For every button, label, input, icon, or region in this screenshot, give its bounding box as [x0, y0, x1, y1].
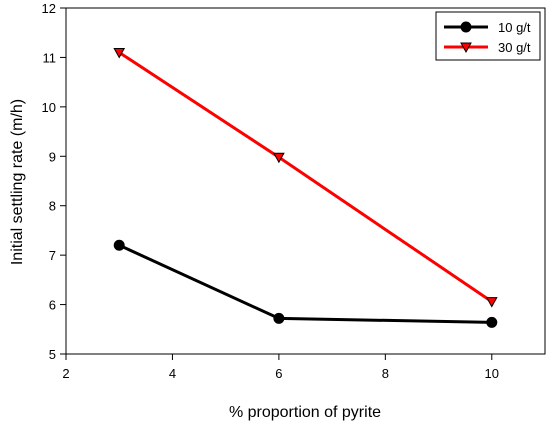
x-tick-label: 2 — [62, 366, 69, 381]
x-tick-label: 6 — [275, 366, 282, 381]
y-tick-label: 11 — [43, 50, 57, 65]
legend-label-1: 10 g/t — [498, 20, 531, 35]
y-axis-title: Initial settling rate (m/h) — [9, 99, 26, 265]
x-axis-title: % proportion of pyrite — [229, 404, 381, 421]
data-point — [113, 47, 126, 59]
x-tick-label: 4 — [169, 366, 176, 381]
y-tick-label: 7 — [49, 248, 56, 263]
data-point — [113, 239, 125, 251]
y-tick-label: 5 — [49, 347, 56, 362]
y-tick-label: 9 — [49, 149, 56, 164]
y-tick-label: 6 — [49, 298, 56, 313]
data-point — [273, 312, 285, 324]
x-tick-label: 10 — [485, 366, 499, 381]
series-line-2 — [118, 51, 493, 303]
legend-marker-triangle — [460, 42, 472, 54]
y-tick-label: 10 — [42, 100, 56, 115]
data-point — [485, 297, 498, 308]
data-point — [273, 152, 285, 164]
legend-label-2: 30 g/t — [498, 40, 531, 55]
plot-frame — [65, 7, 546, 355]
series-line-1 — [118, 243, 492, 324]
legend-marker-circle — [460, 21, 472, 33]
legend: 10 g/t 30 g/t — [435, 11, 541, 61]
y-tick-label: 8 — [49, 199, 56, 214]
x-tick-label: 8 — [382, 366, 389, 381]
data-point — [486, 316, 498, 328]
legend-box — [435, 11, 541, 61]
y-tick-label: 12 — [42, 1, 56, 16]
